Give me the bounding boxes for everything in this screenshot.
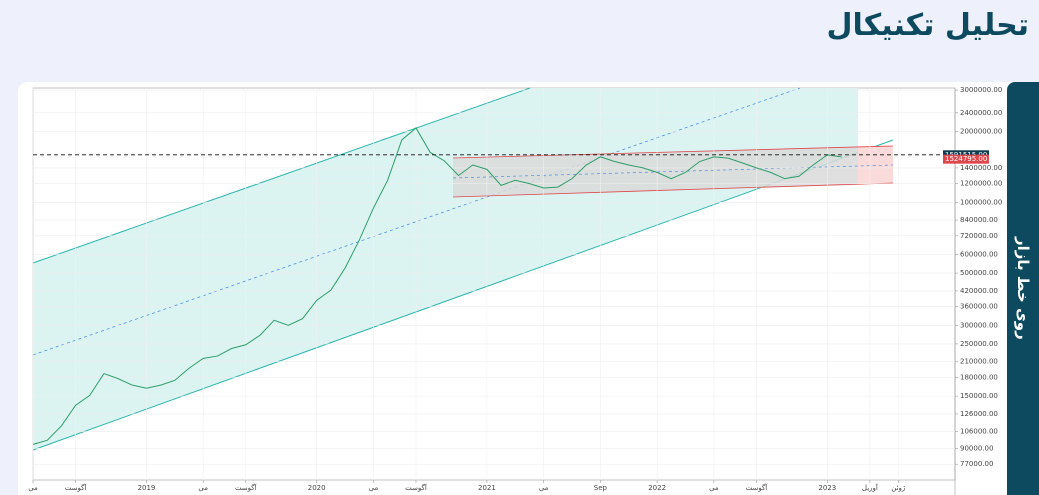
range-mid — [452, 164, 894, 179]
chart: 3000000.00 2400000.00 2000000.00 1400000.00… — [28, 86, 1002, 495]
x-tick-label: آگوست — [405, 483, 428, 492]
x-tick-label: Sep — [594, 484, 608, 492]
y-tick-label: 106000.00 — [960, 428, 998, 436]
price-label: 1524795.00 — [945, 155, 987, 163]
y-tick-label: 180000.00 — [960, 373, 998, 381]
page-title: تحلیل تکنیکال — [826, 8, 1029, 43]
x-tick-label: می — [369, 484, 379, 492]
x-tick-label: آوریل — [862, 483, 879, 492]
y-tick-label: 600000.00 — [960, 250, 998, 258]
y-tick-label: 1200000.00 — [960, 180, 1002, 188]
x-tick-label: می — [539, 484, 549, 492]
y-tick-label: 126000.00 — [960, 410, 998, 418]
y-tick-label: 3000000.00 — [960, 86, 1002, 94]
x-tick-label: آگوست — [65, 483, 88, 492]
y-tick-label: 1000000.00 — [960, 198, 1002, 206]
y-tick-label: 2000000.00 — [960, 127, 1002, 135]
y-tick-label: 250000.00 — [960, 340, 998, 348]
y-tick-label: 1400000.00 — [960, 164, 1002, 172]
x-tick-label: ژوئن — [891, 484, 906, 492]
y-tick-label: 720000.00 — [960, 232, 998, 240]
x-tick-label: آگوست — [235, 483, 258, 492]
y-tick-label: 77000.00 — [960, 460, 993, 468]
y-tick-label: 2400000.00 — [960, 109, 1002, 117]
x-tick-label: می — [709, 484, 719, 492]
side-tab-label[interactable]: روی خط بازار — [1014, 237, 1032, 340]
side-tab[interactable]: روی خط بازار — [1007, 82, 1039, 495]
price-line — [32, 127, 842, 445]
y-tick-label: 420000.00 — [960, 287, 998, 295]
chart-card: 3000000.00 2400000.00 2000000.00 1400000.00… — [18, 82, 1039, 495]
price-label-box — [943, 154, 989, 164]
x-tick-label: 2021 — [478, 484, 496, 492]
x-tick-label: آگوست — [746, 483, 769, 492]
x-tick-label: 2019 — [138, 484, 156, 492]
channel-upper — [32, 87, 531, 264]
y-tick-label: 90000.00 — [960, 444, 993, 452]
x-tick-label: 2022 — [648, 484, 666, 492]
data-layer: 3000000.00 2400000.00 2000000.00 1400000.00… — [28, 86, 1002, 492]
x-tick-label: 2023 — [818, 484, 836, 492]
range-lower — [452, 182, 894, 198]
y-tick-label: 840000.00 — [960, 216, 998, 224]
y-tick-label: 360000.00 — [960, 303, 998, 311]
x-tick-label: 2020 — [308, 484, 326, 492]
x-tick-label: می — [28, 484, 38, 492]
channel-lower — [32, 139, 894, 451]
y-tick-label: 300000.00 — [960, 321, 998, 329]
range-upper — [452, 145, 894, 159]
y-tick-label: 500000.00 — [960, 269, 998, 277]
y-tick-label: 210000.00 — [960, 358, 998, 366]
x-tick-label: می — [198, 484, 208, 492]
y-tick-label: 150000.00 — [960, 392, 998, 400]
